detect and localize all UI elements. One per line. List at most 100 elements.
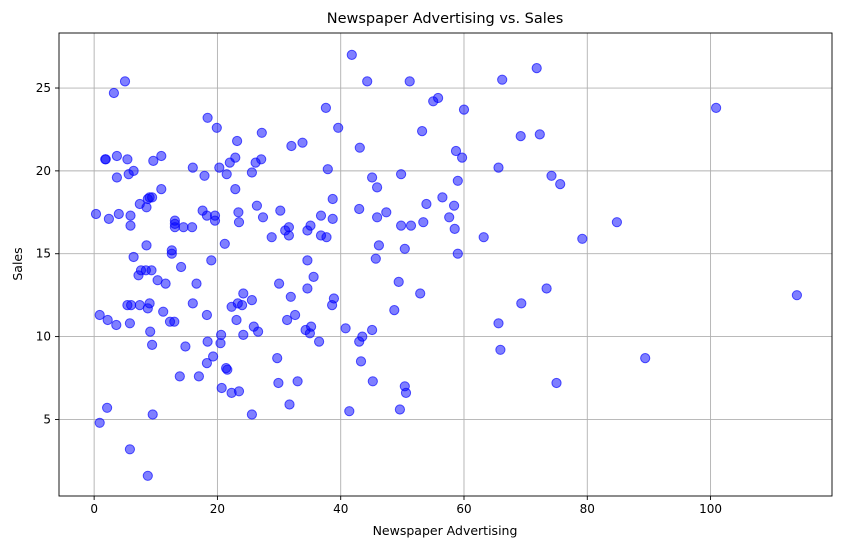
- data-point: [144, 298, 155, 309]
- data-point: [219, 238, 230, 249]
- x-tick-label: 20: [210, 502, 225, 516]
- data-point: [333, 122, 344, 133]
- data-point: [125, 220, 136, 231]
- x-tick-label: 100: [699, 502, 722, 516]
- data-point: [142, 470, 153, 481]
- data-point: [305, 220, 316, 231]
- data-point: [102, 402, 113, 413]
- data-point: [180, 341, 191, 352]
- data-point: [282, 314, 293, 326]
- data-point: [417, 126, 428, 137]
- data-point: [555, 179, 566, 190]
- data-point: [373, 240, 384, 251]
- data-point: [145, 326, 156, 337]
- data-point: [367, 376, 378, 387]
- data-point: [367, 172, 378, 183]
- data-point: [246, 167, 257, 178]
- data-point: [450, 145, 462, 157]
- data-point: [275, 205, 286, 216]
- data-point: [246, 409, 257, 420]
- data-point: [251, 200, 262, 211]
- data-point: [452, 248, 463, 259]
- data-point: [222, 364, 233, 375]
- data-point: [108, 87, 120, 99]
- data-point: [199, 170, 210, 181]
- data-point: [253, 326, 264, 337]
- data-point: [128, 165, 139, 176]
- data-point: [274, 278, 285, 289]
- points-layer: [90, 49, 803, 481]
- grid-layer: [59, 33, 832, 496]
- data-point: [321, 232, 332, 243]
- data-point: [404, 76, 415, 87]
- data-point: [327, 213, 338, 224]
- data-point: [202, 336, 213, 347]
- data-point: [237, 300, 248, 311]
- data-point: [284, 399, 295, 410]
- data-point: [433, 92, 444, 104]
- data-point: [266, 232, 277, 243]
- data-point: [308, 271, 319, 282]
- data-point: [516, 298, 527, 309]
- data-point: [396, 220, 407, 231]
- data-point: [111, 172, 123, 183]
- data-point: [418, 217, 429, 228]
- data-point: [102, 314, 113, 326]
- data-point: [458, 104, 470, 115]
- data-point: [394, 404, 405, 415]
- data-point: [231, 314, 242, 326]
- data-point: [176, 261, 187, 273]
- data-point: [449, 223, 460, 234]
- data-point: [187, 222, 198, 233]
- data-point: [362, 76, 373, 87]
- data-point: [497, 74, 508, 85]
- data-point: [577, 233, 588, 244]
- data-point: [389, 305, 400, 316]
- data-point: [141, 240, 152, 251]
- data-point: [148, 155, 159, 166]
- data-point: [515, 131, 526, 142]
- data-point: [273, 377, 284, 389]
- data-point: [169, 218, 180, 229]
- data-point: [256, 154, 267, 165]
- data-point: [493, 318, 504, 329]
- data-point: [611, 217, 623, 228]
- data-point: [421, 198, 432, 210]
- data-point: [125, 210, 136, 221]
- data-point: [193, 371, 204, 382]
- data-point: [147, 409, 158, 420]
- data-point: [100, 154, 111, 165]
- data-point: [201, 309, 212, 321]
- data-point: [290, 309, 301, 321]
- data-point: [214, 162, 225, 173]
- data-point: [495, 344, 506, 355]
- data-point: [178, 222, 189, 233]
- data-point: [367, 324, 378, 336]
- data-point: [211, 122, 222, 133]
- data-point: [322, 164, 333, 175]
- data-point: [257, 212, 269, 223]
- data-point: [791, 290, 803, 301]
- data-point: [393, 276, 404, 287]
- data-point: [357, 331, 368, 342]
- data-point: [327, 193, 338, 205]
- data-point: [202, 112, 213, 123]
- data-point: [283, 230, 294, 241]
- data-point: [166, 248, 177, 259]
- data-point: [221, 169, 232, 180]
- data-point: [315, 210, 327, 221]
- data-point: [238, 288, 249, 299]
- y-tick-label: 10: [36, 330, 51, 344]
- x-tick-label: 0: [90, 502, 98, 516]
- data-point: [187, 162, 198, 173]
- y-tick-label: 15: [36, 247, 51, 261]
- data-point: [113, 208, 124, 220]
- data-point: [534, 129, 545, 140]
- data-point: [233, 207, 244, 218]
- data-point: [531, 63, 542, 74]
- ticks-layer: 0 20 40 60 80 100 5 10 15 20 25: [36, 81, 722, 516]
- y-tick-label: 25: [36, 81, 51, 95]
- data-point: [146, 265, 157, 276]
- data-point: [340, 323, 351, 334]
